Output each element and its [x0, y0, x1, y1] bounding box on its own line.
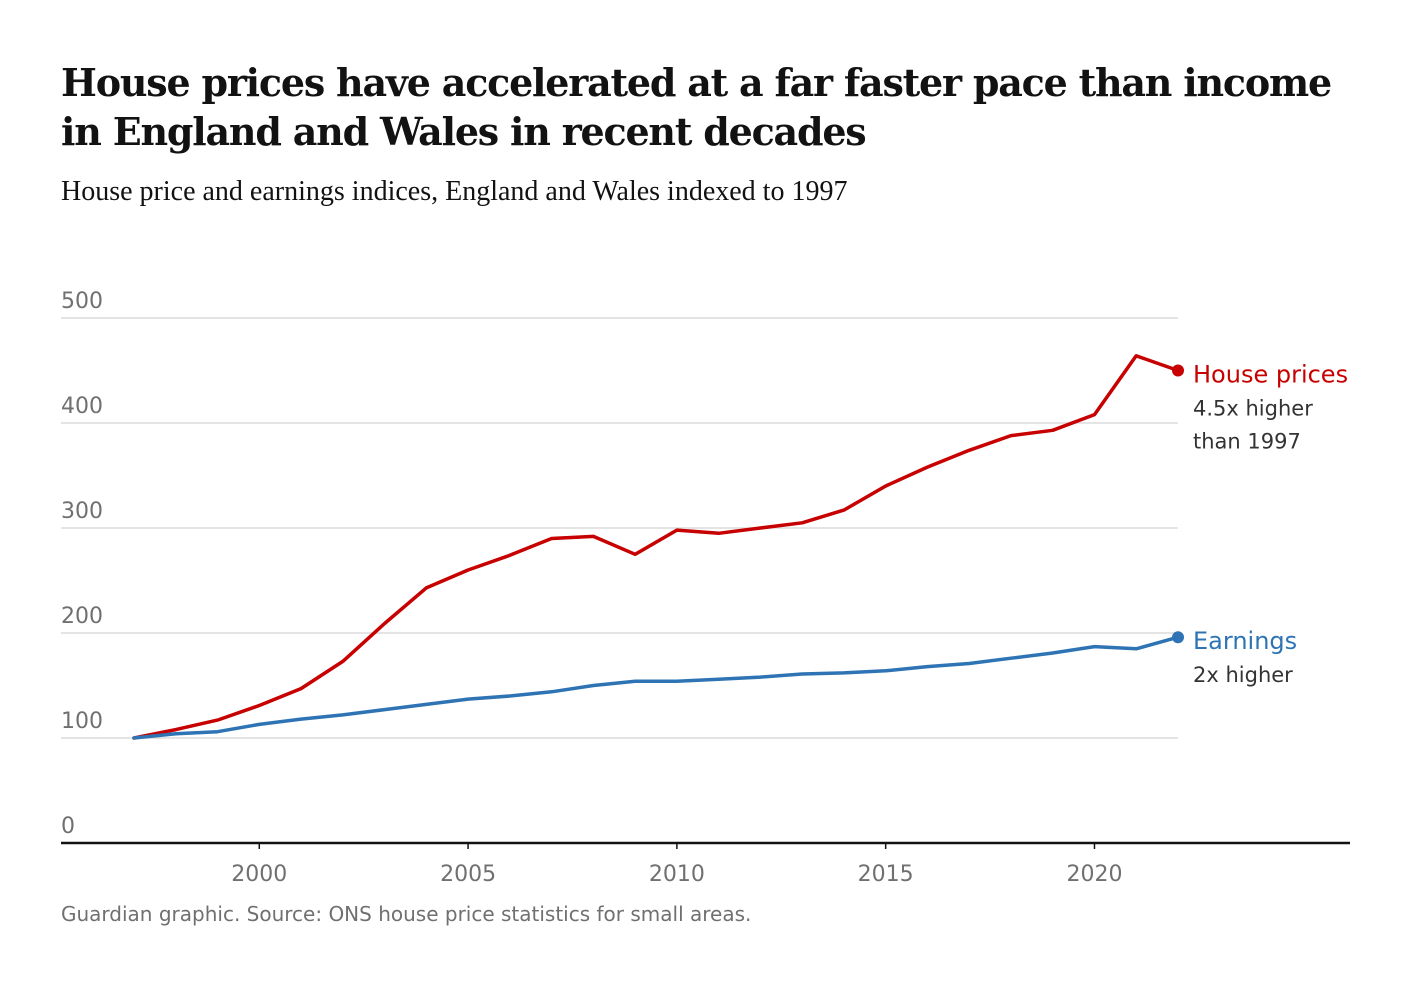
y-axis-ticks: 0 100 200 300 400 500	[61, 289, 103, 839]
earnings-line	[132, 635, 1180, 740]
earnings-label: Earnings	[1193, 627, 1297, 655]
earnings-annotation: 2x higher	[1193, 663, 1293, 687]
x-tick-label: 2000	[231, 862, 287, 887]
y-tick-label: 500	[61, 289, 103, 314]
house-prices-annotation: 4.5x higher	[1193, 397, 1313, 421]
line-chart: 0 100 200 300 400 500 2000 2005 2010 2015 2020 Ho…	[61, 289, 1350, 887]
series-labels: House prices 4.5x higher than 1997 Earnings…	[1193, 361, 1348, 688]
x-tick-label: 2010	[649, 862, 705, 887]
y-tick-label: 400	[61, 394, 103, 419]
chart-title: House prices have accelerated at a far f…	[61, 60, 1332, 154]
house-prices-label: House prices	[1193, 361, 1348, 389]
series-lines	[132, 354, 1184, 740]
house-prices-annotation: than 1997	[1193, 430, 1301, 454]
source-note: Guardian graphic. Source: ONS house pric…	[61, 902, 752, 926]
y-tick-label: 300	[61, 499, 103, 524]
earnings-end-marker	[1172, 631, 1184, 644]
x-axis-ticks: 2000 2005 2010 2015 2020	[231, 843, 1122, 887]
y-tick-label: 200	[61, 604, 103, 629]
gridlines	[61, 317, 1350, 845]
house-prices-line	[132, 354, 1180, 740]
y-tick-label: 0	[61, 814, 75, 839]
x-tick-label: 2015	[858, 862, 914, 887]
house-prices-end-marker	[1172, 364, 1184, 377]
x-tick-label: 2020	[1066, 862, 1122, 887]
chart-subtitle: House price and earnings indices, Englan…	[61, 176, 848, 207]
y-tick-label: 100	[61, 709, 103, 734]
x-tick-label: 2005	[440, 862, 496, 887]
